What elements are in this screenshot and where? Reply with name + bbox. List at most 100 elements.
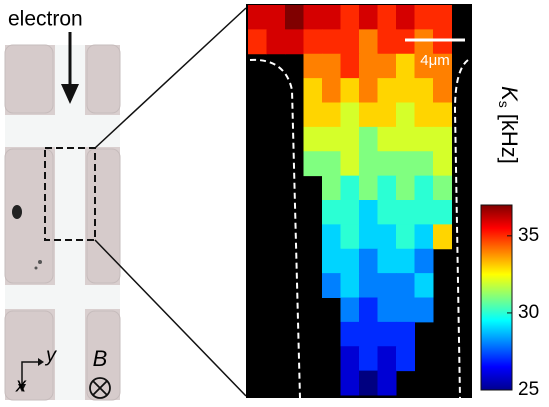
heatmap-cell — [341, 346, 360, 371]
heatmap-cell — [359, 103, 378, 128]
heatmap-cell — [396, 176, 415, 201]
heatmap-cell — [341, 127, 360, 152]
heatmap-cell — [322, 151, 341, 176]
heatmap-cell — [359, 29, 378, 54]
heatmap-cell — [415, 273, 434, 298]
heatmap-cell — [359, 127, 378, 152]
heatmap-cell — [341, 54, 360, 79]
heatmap-cell — [378, 5, 397, 30]
heatmap-cell — [396, 103, 415, 128]
heatmap-cell — [378, 127, 397, 152]
colorbar-tick-label: 30 — [518, 302, 539, 323]
heatmap-cell — [341, 103, 360, 128]
heatmap-cell — [304, 103, 323, 128]
heatmap-cell — [415, 151, 434, 176]
heatmap-cell — [433, 78, 452, 103]
heatmap-cell — [322, 29, 341, 54]
heatmap-cell — [322, 249, 341, 274]
heatmap-cell — [341, 5, 360, 30]
heatmap-cell — [378, 200, 397, 225]
heatmap-cell — [359, 322, 378, 347]
heatmap-cell — [359, 273, 378, 298]
heatmap-cell — [359, 151, 378, 176]
heatmap-cell — [433, 5, 452, 30]
heatmap-cell — [433, 224, 452, 249]
heatmap-cell — [415, 249, 434, 274]
heatmap-cell — [378, 371, 397, 396]
heatmap-cell — [396, 54, 415, 79]
heatmap-cell — [415, 103, 434, 128]
colorbar-tick-label: 25 — [518, 379, 539, 400]
heatmap-cell — [396, 29, 415, 54]
heatmap-cell — [267, 29, 286, 54]
heatmap-cell — [341, 78, 360, 103]
heatmap-cell — [378, 273, 397, 298]
heatmap-cell — [322, 103, 341, 128]
heatmap-cell — [285, 29, 304, 54]
heatmap-cell — [341, 298, 360, 323]
heatmap-cell — [396, 224, 415, 249]
heatmap-cell — [396, 273, 415, 298]
heatmap-cell — [359, 371, 378, 396]
heatmap-cell — [322, 78, 341, 103]
heatmap-cell — [433, 200, 452, 225]
y-label: y — [44, 344, 57, 366]
b-label: B — [93, 346, 108, 371]
heatmap-cell — [359, 224, 378, 249]
heatmap-cell — [415, 200, 434, 225]
heatmap-cell — [396, 151, 415, 176]
scale-label: 4μm — [420, 52, 449, 69]
heatmap-cell — [341, 224, 360, 249]
heatmap-cell — [359, 200, 378, 225]
heatmap-cell — [378, 103, 397, 128]
heatmap-cell — [341, 200, 360, 225]
heatmap-cell — [378, 151, 397, 176]
heatmap-cell — [304, 151, 323, 176]
heatmap-cell — [415, 224, 434, 249]
colorbar — [481, 205, 512, 390]
heatmap-cell — [396, 200, 415, 225]
heatmap-cell — [359, 298, 378, 323]
heatmap-cell — [304, 5, 323, 30]
heatmap-cell — [322, 54, 341, 79]
heatmap-cell — [322, 5, 341, 30]
heatmap-cell — [359, 5, 378, 30]
heatmap-cell — [304, 78, 323, 103]
heatmap-cell — [341, 371, 360, 396]
heatmap-cell — [359, 249, 378, 274]
heatmap-cell — [378, 298, 397, 323]
heatmap-cell — [359, 78, 378, 103]
heatmap-cell — [415, 29, 434, 54]
heatmap-cell — [378, 346, 397, 371]
heatmap-cell — [248, 29, 267, 54]
heatmap-cell — [415, 5, 434, 30]
heatmap-cell — [267, 5, 286, 30]
unit-label: [kHz] — [497, 114, 522, 164]
heatmap-cell — [378, 224, 397, 249]
heatmap-cell — [378, 249, 397, 274]
heatmap-cell — [378, 29, 397, 54]
heatmap-cell — [341, 322, 360, 347]
colorbar-title: Ks[kHz] — [496, 86, 522, 164]
heatmap-cell — [396, 298, 415, 323]
heatmap-cell — [341, 29, 360, 54]
heatmap-cell — [433, 176, 452, 201]
electron-label: electron — [8, 8, 83, 31]
heatmap-cell — [415, 298, 434, 323]
heatmap-cell — [322, 224, 341, 249]
heatmap-cell — [322, 273, 341, 298]
heatmap-cell — [378, 78, 397, 103]
heatmap-cell — [378, 54, 397, 79]
heatmap-cell — [396, 346, 415, 371]
heatmap-cell — [304, 127, 323, 152]
heatmap-cell — [359, 54, 378, 79]
heatmap-cell — [396, 249, 415, 274]
heatmap-cell — [359, 176, 378, 201]
x-label: x — [15, 374, 27, 396]
heatmap-cell — [304, 54, 323, 79]
heatmap-cell — [378, 176, 397, 201]
heatmap-cell — [285, 5, 304, 30]
heatmap-cell — [396, 322, 415, 347]
heatmap-cell — [341, 176, 360, 201]
figure: electron y x B 4μm Ks[kHz] 253035 — [0, 0, 549, 407]
